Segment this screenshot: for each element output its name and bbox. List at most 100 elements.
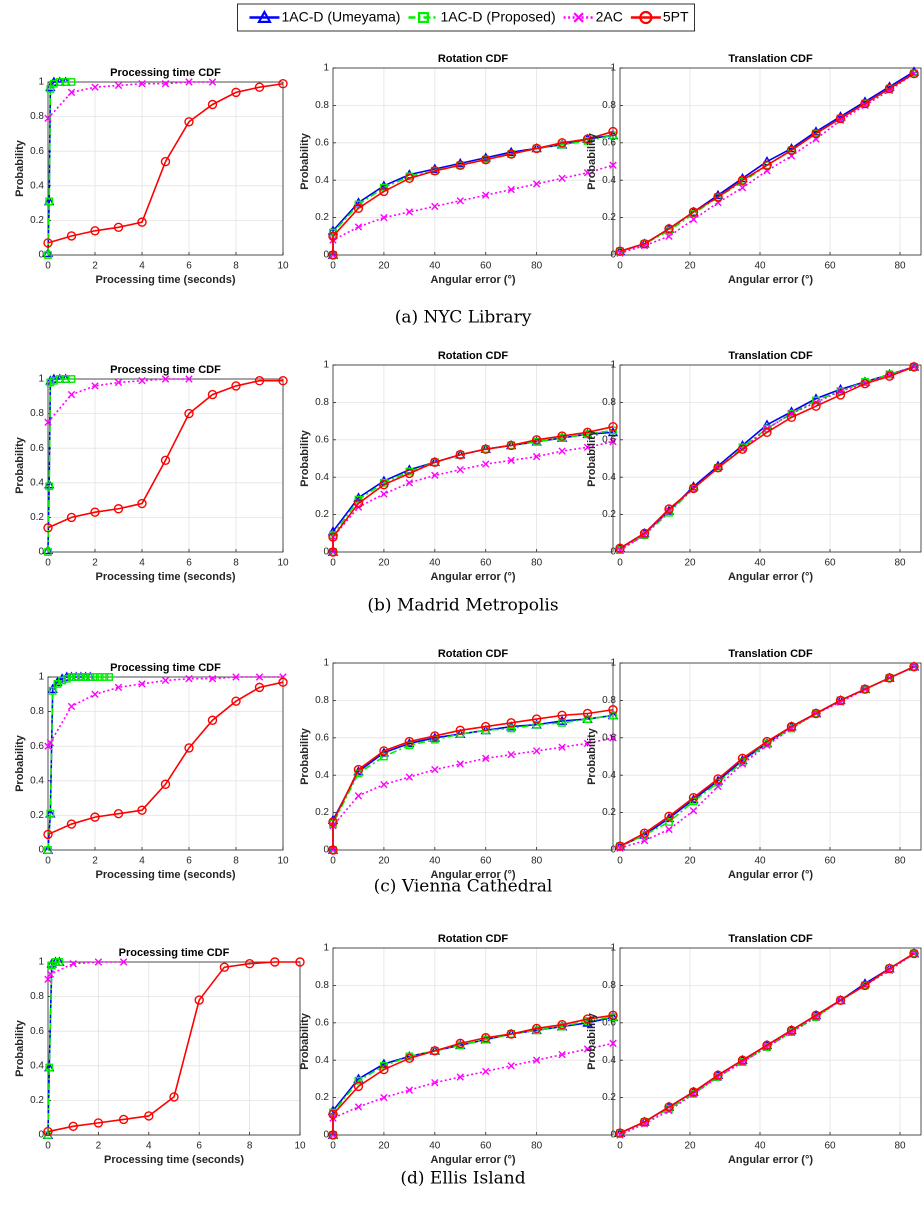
marker xyxy=(910,69,918,78)
marker xyxy=(455,157,466,168)
marker xyxy=(713,1070,723,1080)
marker xyxy=(184,117,194,127)
marker xyxy=(481,444,491,454)
marker xyxy=(113,222,124,233)
marker xyxy=(161,676,170,685)
marker xyxy=(664,504,674,514)
x-tick-label: 60 xyxy=(480,261,492,272)
marker xyxy=(380,752,388,761)
marker xyxy=(787,146,796,155)
y-tick-label: 1 xyxy=(610,943,616,954)
y-tick-label: 0.4 xyxy=(315,175,329,186)
marker xyxy=(583,443,592,451)
marker xyxy=(44,548,52,556)
y-tick-label: 0.6 xyxy=(315,1017,329,1028)
x-tick-label: 4 xyxy=(139,856,145,867)
series-line xyxy=(47,378,72,553)
marker xyxy=(689,484,698,493)
marker xyxy=(379,746,389,756)
marker xyxy=(811,708,821,719)
series-line xyxy=(47,961,300,1133)
x-tick-label: 40 xyxy=(429,856,441,867)
marker xyxy=(67,88,76,97)
plot-area xyxy=(333,68,613,255)
marker xyxy=(608,705,618,715)
marker xyxy=(278,79,288,89)
plot-area xyxy=(333,948,613,1135)
marker xyxy=(66,231,77,241)
y-tick-label: 0 xyxy=(38,547,44,558)
marker xyxy=(639,1117,650,1127)
subplot: 0 20 40 60 80 0 0.2 0.4 0.6 0.8 1 Translation CDF An… xyxy=(586,350,922,583)
marker xyxy=(615,1128,625,1138)
marker xyxy=(507,724,516,733)
marker xyxy=(67,702,76,711)
marker xyxy=(137,498,147,509)
y-tick-label: 0.8 xyxy=(315,397,329,408)
marker xyxy=(45,197,54,206)
x-tick-label: 4 xyxy=(139,261,145,272)
x-tick-label: 80 xyxy=(894,261,906,272)
marker xyxy=(507,750,515,759)
marker xyxy=(609,711,617,720)
marker xyxy=(90,812,100,822)
plot-area xyxy=(333,365,613,552)
marker xyxy=(762,427,772,438)
y-tick-label: 0.6 xyxy=(30,146,44,157)
marker xyxy=(184,408,194,419)
marker xyxy=(481,154,491,165)
marker xyxy=(910,949,918,958)
marker xyxy=(664,1102,674,1112)
y-tick-label: 1 xyxy=(323,658,329,669)
marker xyxy=(295,957,305,967)
marker xyxy=(812,129,820,138)
marker xyxy=(909,662,919,672)
y-tick-label: 0.6 xyxy=(602,1017,616,1028)
series-line xyxy=(47,82,284,244)
y-tick-label: 0 xyxy=(38,845,44,856)
marker xyxy=(137,805,147,815)
y-tick-label: 0.8 xyxy=(315,980,329,991)
marker xyxy=(72,673,81,681)
marker xyxy=(861,685,869,694)
y-axis-label: Probability xyxy=(14,1019,26,1077)
x-tick-label: 10 xyxy=(277,261,289,272)
y-axis-label: Probability xyxy=(299,429,311,487)
legend-item: 2AC xyxy=(563,9,623,25)
subplot: 0 20 40 60 80 0 0.2 0.4 0.6 0.8 1 Rotation CDF Angul… xyxy=(299,350,619,583)
y-axis-label: Probability xyxy=(299,132,311,190)
marker xyxy=(144,1111,154,1121)
marker xyxy=(257,9,272,23)
marker xyxy=(582,708,593,719)
marker xyxy=(114,378,123,387)
marker xyxy=(664,811,674,822)
x-tick-label: 0 xyxy=(45,558,51,569)
x-tick-label: 80 xyxy=(531,558,543,569)
legend-item: 1AC-D (Proposed) xyxy=(408,9,556,25)
marker xyxy=(353,203,364,213)
y-tick-label: 0.4 xyxy=(30,775,44,786)
y-tick-label: 0.8 xyxy=(602,695,616,706)
marker xyxy=(786,412,797,423)
marker xyxy=(506,149,516,159)
marker xyxy=(44,1131,52,1139)
marker xyxy=(380,1093,388,1102)
x-tick-label: 0 xyxy=(617,856,623,867)
marker xyxy=(429,732,441,742)
marker xyxy=(884,83,895,94)
y-tick-label: 1 xyxy=(323,943,329,954)
marker xyxy=(429,163,441,173)
series-line xyxy=(619,72,915,253)
marker xyxy=(884,371,895,381)
subplot: 0 20 40 60 80 0 0.2 0.4 0.6 0.8 1 Translation CDF An… xyxy=(586,53,922,286)
series-line xyxy=(47,681,284,836)
marker xyxy=(639,10,653,25)
marker xyxy=(430,1046,439,1055)
subplot: 0 2 4 6 8 10 0 0.2 0.4 0.6 0.8 1 Processing time CDF… xyxy=(14,662,289,881)
marker xyxy=(68,1121,78,1132)
x-axis-label: Angular error (°) xyxy=(430,274,515,286)
marker xyxy=(786,145,797,155)
y-tick-label: 0.4 xyxy=(30,1060,44,1071)
marker xyxy=(119,958,128,966)
marker xyxy=(737,753,748,764)
